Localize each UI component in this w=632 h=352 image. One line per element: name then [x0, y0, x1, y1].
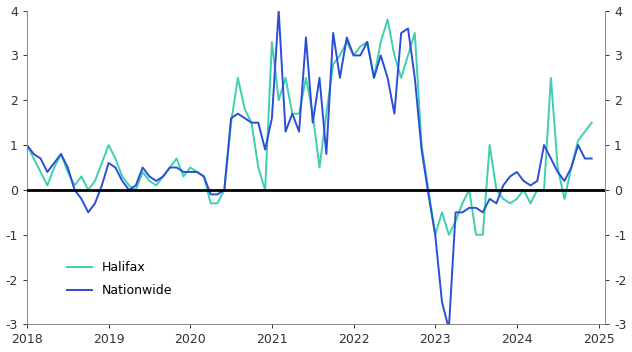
- Halifax: [30, 156, 37, 161]
- Halifax: [302, 76, 310, 80]
- Nationwide: [588, 156, 595, 161]
- Nationwide: [30, 152, 37, 156]
- Legend: Halifax, Nationwide: Halifax, Nationwide: [62, 257, 178, 302]
- Nationwide: [493, 201, 501, 206]
- Nationwide: [282, 130, 289, 134]
- Nationwide: [465, 206, 473, 210]
- Line: Halifax: Halifax: [27, 19, 592, 235]
- Nationwide: [309, 120, 317, 125]
- Line: Nationwide: Nationwide: [27, 11, 592, 329]
- Nationwide: [445, 327, 453, 331]
- Halifax: [275, 98, 283, 102]
- Nationwide: [58, 152, 65, 156]
- Halifax: [23, 143, 31, 147]
- Halifax: [588, 120, 595, 125]
- Halifax: [493, 188, 501, 192]
- Halifax: [58, 152, 65, 156]
- Halifax: [432, 233, 439, 237]
- Nationwide: [23, 143, 31, 147]
- Halifax: [384, 17, 391, 21]
- Nationwide: [275, 8, 283, 13]
- Halifax: [465, 188, 473, 192]
